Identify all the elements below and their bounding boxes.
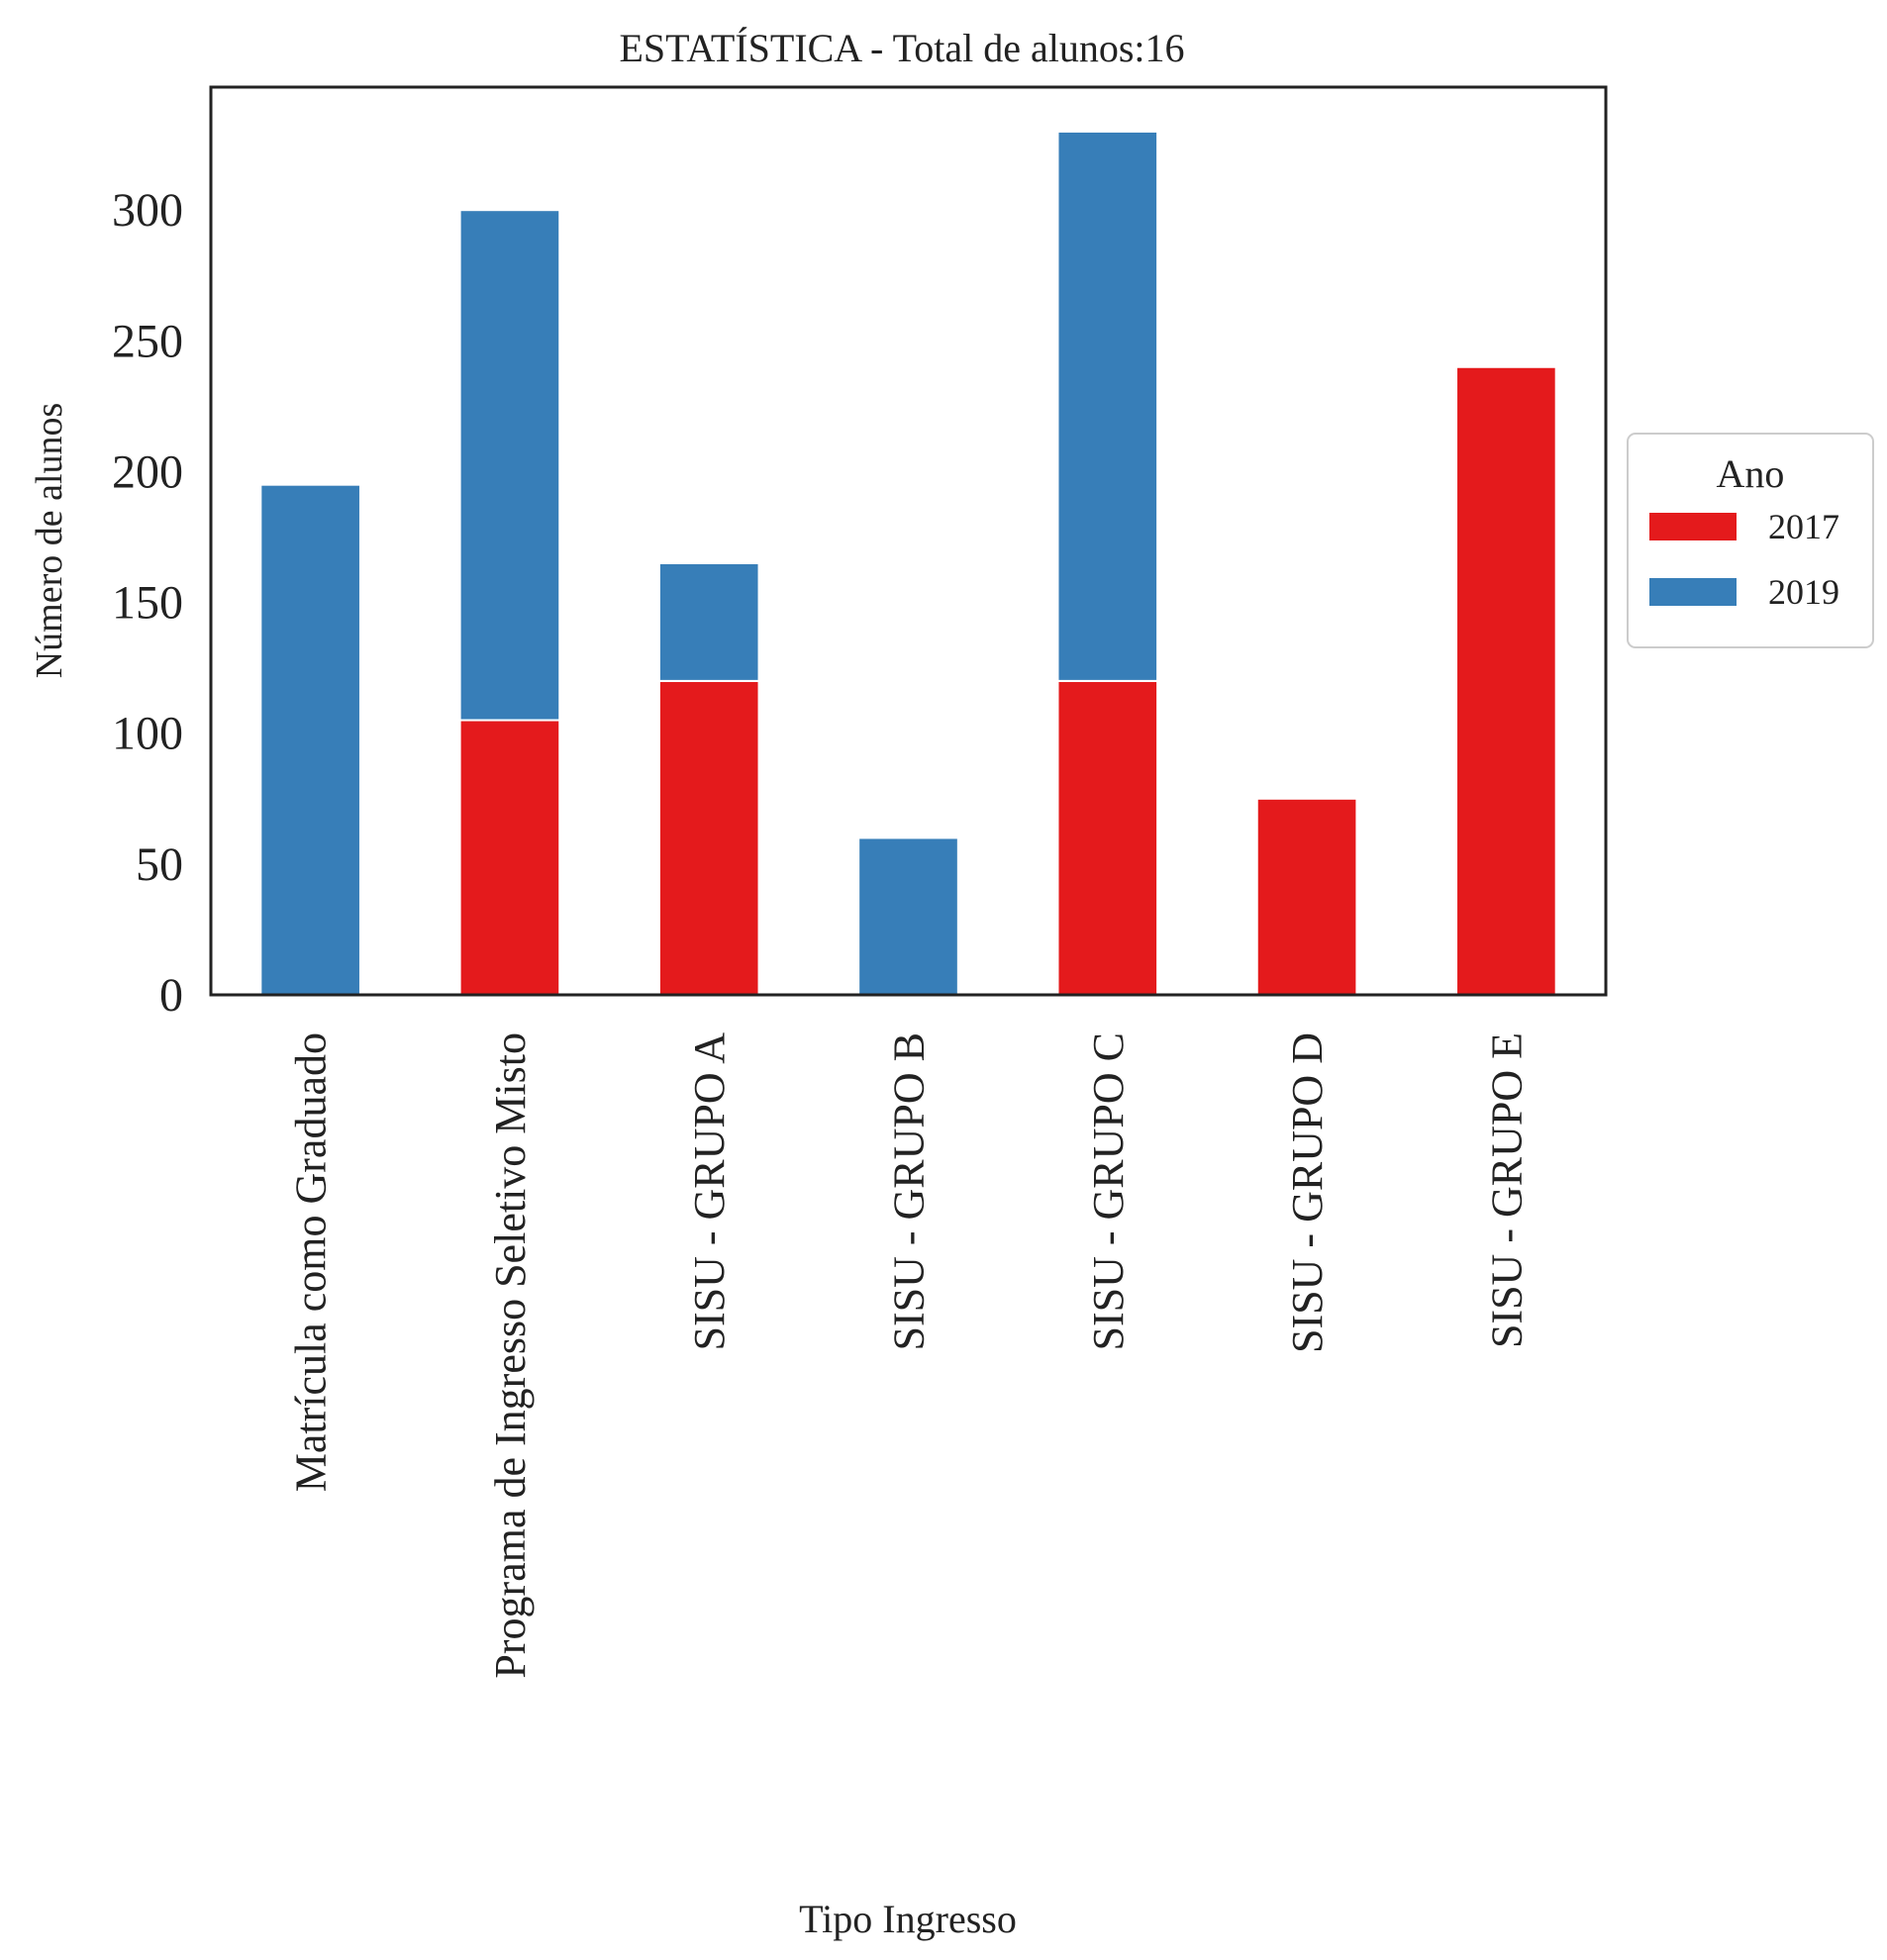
legend-swatch-2017 xyxy=(1649,513,1737,540)
y-tick-label: 0 xyxy=(159,969,183,1022)
legend-title: Ano xyxy=(1717,451,1785,496)
x-axis-ticks: Matrícula como Graduado Programa de Ingre… xyxy=(287,1032,1532,1679)
chart-title: ESTATÍSTICA - Total de alunos:16 xyxy=(620,26,1185,70)
x-tick-label: SISU - GRUPO D xyxy=(1283,1032,1332,1353)
bar-2019-3 xyxy=(857,836,959,996)
y-tick-label: 200 xyxy=(112,445,183,498)
legend-label-2017: 2017 xyxy=(1768,507,1839,546)
bar-2019-0 xyxy=(259,483,361,996)
plot-frame xyxy=(209,85,1608,997)
bar-2017-6 xyxy=(1455,365,1557,997)
bars-group xyxy=(259,130,1557,997)
x-tick-label: SISU - GRUPO E xyxy=(1482,1032,1531,1348)
legend: Ano 2017 2019 xyxy=(1627,433,1874,648)
y-axis-ticks: 0 50 100 150 200 250 300 xyxy=(112,184,183,1022)
bar-2019-4 xyxy=(1056,130,1159,682)
bar-2017-1 xyxy=(458,719,561,996)
bar-2019-1 xyxy=(458,209,561,722)
legend-label-2019: 2019 xyxy=(1768,572,1839,612)
bar-2017-5 xyxy=(1255,797,1358,996)
y-axis-label: Número de alunos xyxy=(29,403,70,679)
x-tick-label: Programa de Ingresso Seletivo Misto xyxy=(486,1032,535,1679)
y-tick-label: 250 xyxy=(112,315,183,367)
bar-2019-2 xyxy=(657,561,760,682)
y-tick-label: 50 xyxy=(136,838,183,891)
x-tick-label: SISU - GRUPO C xyxy=(1084,1032,1133,1351)
y-tick-label: 100 xyxy=(112,708,183,760)
x-tick-label: SISU - GRUPO A xyxy=(685,1032,734,1351)
x-axis-label: Tipo Ingresso xyxy=(799,1897,1017,1941)
bar-2017-4 xyxy=(1056,679,1159,996)
x-tick-label: SISU - GRUPO B xyxy=(885,1032,934,1351)
bar-2017-2 xyxy=(657,679,760,996)
legend-swatch-2019 xyxy=(1649,578,1737,606)
y-tick-label: 300 xyxy=(112,184,183,237)
x-tick-label: Matrícula como Graduado xyxy=(287,1032,336,1492)
y-tick-label: 150 xyxy=(112,577,183,630)
